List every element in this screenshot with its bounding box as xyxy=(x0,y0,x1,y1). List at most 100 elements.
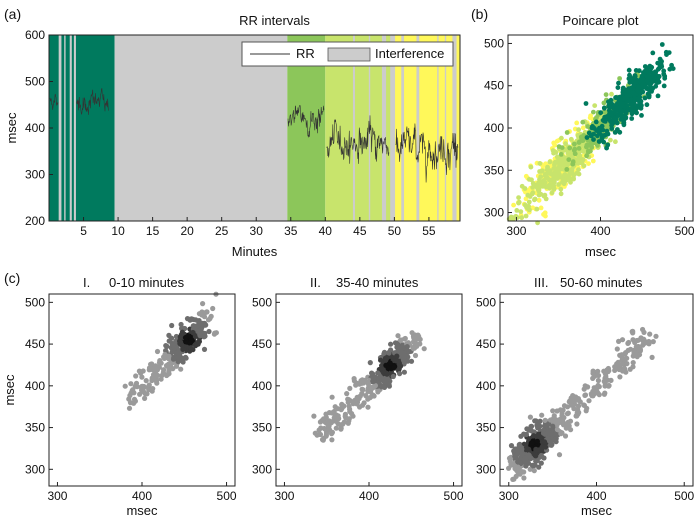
plot-frame xyxy=(48,293,236,487)
density-point xyxy=(375,370,381,376)
density-point xyxy=(347,406,353,412)
poincare-point-dark_green xyxy=(613,107,619,113)
density-point xyxy=(316,427,322,433)
poincare-point-yellow xyxy=(511,202,516,208)
density-point xyxy=(323,432,329,438)
poincare-point-light_green xyxy=(592,103,598,108)
poincare-point-yellow xyxy=(523,196,529,202)
poincare-point-light_green xyxy=(551,172,557,178)
rr-intervals-panel: 5 10 15 20 25 30 35 40 45 50 55 200 300 400 500 600 RR i… xyxy=(4,13,461,259)
density-point xyxy=(397,371,403,377)
density-point xyxy=(624,361,630,367)
density-point xyxy=(159,373,165,379)
plot-frame xyxy=(275,293,463,487)
density-point xyxy=(594,384,600,390)
poincare-point-dark_green xyxy=(590,124,596,130)
poincare-point-dark_green xyxy=(613,95,618,100)
poincare-point-mid_green xyxy=(566,157,572,163)
poincare-point-light_green xyxy=(565,150,571,156)
poincare-point-dark_green xyxy=(661,83,667,89)
poincare-point-dark_green xyxy=(586,130,592,136)
poincare-point-dark_green xyxy=(627,72,632,78)
density-point xyxy=(143,378,149,384)
density-point xyxy=(581,402,588,408)
poincare-point-light_green xyxy=(547,159,553,165)
density-point xyxy=(384,371,390,377)
poincare-point-dark_green xyxy=(615,85,621,90)
density-point xyxy=(575,396,582,402)
poincare-point-dark_green xyxy=(605,142,611,148)
panel-label-a: (a) xyxy=(4,6,21,22)
poincare-point-dark_green xyxy=(647,63,653,69)
poincare-point-mid_green xyxy=(603,92,609,97)
poincare-point-dark_green xyxy=(658,64,663,70)
density-point xyxy=(398,337,404,343)
poincare-point-dark_green xyxy=(621,122,627,128)
density-point xyxy=(531,468,537,474)
density-point xyxy=(401,369,407,375)
density-point xyxy=(526,446,532,452)
density-point xyxy=(383,362,389,368)
density-point xyxy=(329,394,335,400)
x-axis-label: msec xyxy=(581,503,613,518)
poincare-point-dark_green xyxy=(637,79,642,84)
density-point xyxy=(554,426,561,433)
density-point xyxy=(176,351,182,357)
density-point xyxy=(365,380,371,386)
x-tick-label: 500 xyxy=(217,489,237,503)
density-panel-ii: 300 400 500 300 350 400 450 500 II. 35-40 minutes xyxy=(252,275,464,503)
legend-interference-swatch xyxy=(327,47,371,62)
poincare-point-light_green xyxy=(552,179,557,185)
poincare-point-dark_green xyxy=(650,50,656,56)
poincare-point-light_green xyxy=(576,167,581,173)
density-point xyxy=(635,337,641,343)
poincare-point-dark_green xyxy=(659,59,664,64)
density-point xyxy=(408,358,415,364)
poincare-point-dark_green xyxy=(583,101,589,106)
density-point xyxy=(367,360,373,366)
poincare-point-light_green xyxy=(571,176,576,182)
density-point xyxy=(378,357,384,363)
y-tick-label: 450 xyxy=(252,337,272,351)
density-point xyxy=(602,383,608,389)
density-point xyxy=(521,475,527,481)
density-point xyxy=(359,386,365,392)
density-point xyxy=(184,316,191,322)
poincare-point-yellow xyxy=(536,197,542,203)
density-point xyxy=(341,419,347,425)
y-tick-label: 450 xyxy=(484,79,504,93)
panel-roman-numeral: III. xyxy=(534,275,548,290)
density-point xyxy=(562,433,569,439)
density-point xyxy=(606,383,612,389)
y-tick-label: 500 xyxy=(476,295,496,309)
poincare-point-light_green xyxy=(576,159,581,165)
density-point xyxy=(173,333,179,340)
poincare-point-dark_green xyxy=(599,134,605,140)
poincare-point-dark_green xyxy=(626,67,632,73)
density-point xyxy=(582,392,588,398)
poincare-point-dark_green xyxy=(630,86,636,91)
density-point xyxy=(128,381,134,387)
density-point xyxy=(188,345,194,351)
poincare-point-light_green xyxy=(551,183,556,189)
density-point xyxy=(381,384,388,390)
poincare-point-dark_green xyxy=(632,79,637,84)
density-point xyxy=(187,340,193,346)
density-point xyxy=(177,334,183,340)
poincare-point-light_green xyxy=(532,197,537,203)
poincare-point-dark_green xyxy=(633,68,639,73)
poincare-point-dark_green xyxy=(637,102,643,108)
density-point xyxy=(536,464,542,470)
x-tick-label: 400 xyxy=(132,489,152,503)
density-point xyxy=(154,348,161,355)
density-point xyxy=(165,371,171,377)
density-point xyxy=(201,334,207,340)
density-point xyxy=(406,349,412,355)
y-tick-label: 300 xyxy=(476,462,496,476)
density-point xyxy=(151,366,157,372)
density-point xyxy=(153,378,159,384)
density-point xyxy=(556,452,563,458)
poincare-point-dark_green xyxy=(599,123,605,129)
density-point xyxy=(538,452,545,459)
